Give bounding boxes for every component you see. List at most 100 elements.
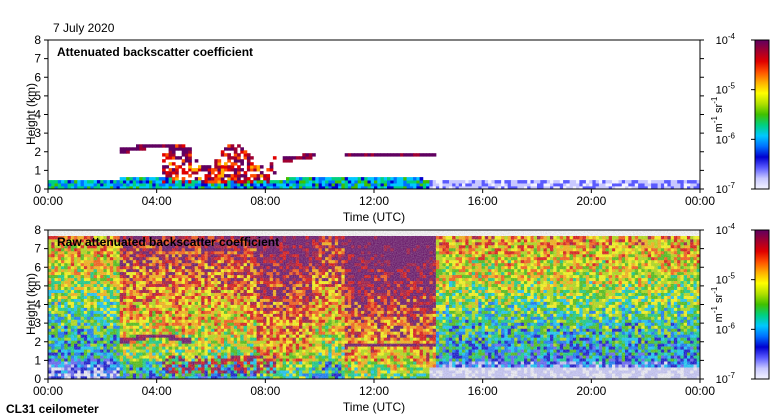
heatmap-cell xyxy=(673,186,678,190)
heatmap-cell xyxy=(305,177,310,181)
heatmap-cell xyxy=(220,183,225,187)
heatmap-cell xyxy=(367,177,372,181)
colorbar-bar xyxy=(754,39,770,190)
x-tick-label: 12:00 xyxy=(359,194,389,208)
heatmap-cell xyxy=(74,186,78,190)
heatmap-cell xyxy=(204,186,209,190)
heatmap-cell xyxy=(162,168,166,172)
heatmap-cell xyxy=(155,177,160,181)
colorbar: 10-410-510-610-7m-1 sr-1 xyxy=(710,32,770,196)
heatmap-cell xyxy=(175,171,179,175)
heatmap-cell xyxy=(393,177,398,181)
heatmap-cell xyxy=(341,186,346,190)
heatmap-cell xyxy=(357,183,362,187)
heatmap-cell xyxy=(338,177,342,181)
heatmap-cell xyxy=(403,186,407,190)
heatmap-cell xyxy=(246,183,251,187)
heatmap-cell xyxy=(377,177,381,181)
heatmap-cell xyxy=(233,186,238,190)
heatmap-cell xyxy=(533,186,538,190)
heatmap-cell xyxy=(530,183,535,187)
heatmap-cell xyxy=(380,153,385,157)
heatmap-cell xyxy=(625,180,629,184)
heatmap-cell xyxy=(217,168,222,172)
heatmap-cell xyxy=(139,144,143,148)
heatmap-cell xyxy=(546,180,551,184)
heatmap-cell xyxy=(171,171,176,175)
heatmap-cell xyxy=(282,156,287,160)
heatmap-cell xyxy=(647,183,652,187)
heatmap-cell xyxy=(537,180,541,184)
heatmap-cell xyxy=(416,180,421,184)
heatmap-marks xyxy=(48,144,701,190)
heatmap-cell xyxy=(126,150,130,154)
heatmap-cell xyxy=(383,153,388,157)
heatmap-marks xyxy=(48,230,701,380)
heatmap-cell xyxy=(677,180,681,184)
heatmap-cell xyxy=(315,183,319,187)
heatmap-cell xyxy=(478,183,482,187)
heatmap-cell xyxy=(690,183,694,187)
heatmap-cell xyxy=(602,186,606,190)
heatmap-cell xyxy=(589,186,593,190)
heatmap-cell xyxy=(191,171,196,175)
heatmap-cell xyxy=(70,186,75,190)
heatmap-cell xyxy=(426,180,430,184)
heatmap-cell xyxy=(266,186,271,190)
heatmap-cell xyxy=(618,183,623,187)
heatmap-cell xyxy=(178,180,183,184)
heatmap-cell xyxy=(123,147,127,151)
heatmap-cell xyxy=(139,180,143,184)
heatmap-cell xyxy=(217,186,222,190)
heatmap-cell xyxy=(191,168,196,172)
heatmap-cell xyxy=(132,183,137,187)
heatmap-cell xyxy=(171,186,176,190)
heatmap-cell xyxy=(598,180,603,184)
heatmap-cell xyxy=(325,183,329,187)
heatmap-cell xyxy=(488,183,492,187)
heatmap-cell xyxy=(400,183,404,187)
heatmap-cell xyxy=(207,183,212,187)
heatmap-cell xyxy=(272,171,277,175)
heatmap-cell xyxy=(145,177,150,181)
heatmap-cell xyxy=(181,171,186,175)
heatmap-cell xyxy=(263,186,267,190)
heatmap-cell xyxy=(559,186,564,190)
colorbar-tick-label: 10-6 xyxy=(716,131,736,146)
heatmap-cell xyxy=(383,177,388,181)
heatmap-cell xyxy=(175,165,179,169)
heatmap-cell xyxy=(598,183,603,187)
heatmap-cell xyxy=(481,186,486,190)
heatmap-cell xyxy=(517,180,522,184)
heatmap-cell xyxy=(243,180,248,184)
heatmap-cell xyxy=(240,162,244,166)
heatmap-cell xyxy=(670,186,675,190)
heatmap-cell xyxy=(481,183,486,187)
heatmap-cell xyxy=(136,180,140,184)
heatmap-cell xyxy=(325,186,329,190)
heatmap-cell xyxy=(126,180,130,184)
heatmap-cell xyxy=(237,165,241,169)
heatmap-cell xyxy=(377,153,381,157)
heatmap-cell xyxy=(240,147,244,151)
heatmap-cell xyxy=(315,177,319,181)
heatmap-cell xyxy=(171,162,176,166)
heatmap-cell xyxy=(145,180,150,184)
heatmap-cell xyxy=(214,174,218,178)
heatmap-cell xyxy=(484,180,489,184)
heatmap-cell xyxy=(246,156,251,160)
heatmap-cell xyxy=(263,180,267,184)
heatmap-cell xyxy=(165,186,170,190)
heatmap-cell xyxy=(96,180,101,184)
heatmap-cell xyxy=(168,162,173,166)
heatmap-cell xyxy=(220,153,225,157)
heatmap-cell xyxy=(237,177,241,181)
heatmap-cell xyxy=(312,177,316,181)
heatmap-cell xyxy=(667,186,672,190)
heatmap-cell xyxy=(165,174,170,178)
heatmap-cell xyxy=(263,174,267,178)
heatmap-cell xyxy=(171,177,176,181)
heatmap-cell xyxy=(416,177,421,181)
heatmap-cell xyxy=(168,150,173,154)
heatmap-cell xyxy=(188,153,192,157)
